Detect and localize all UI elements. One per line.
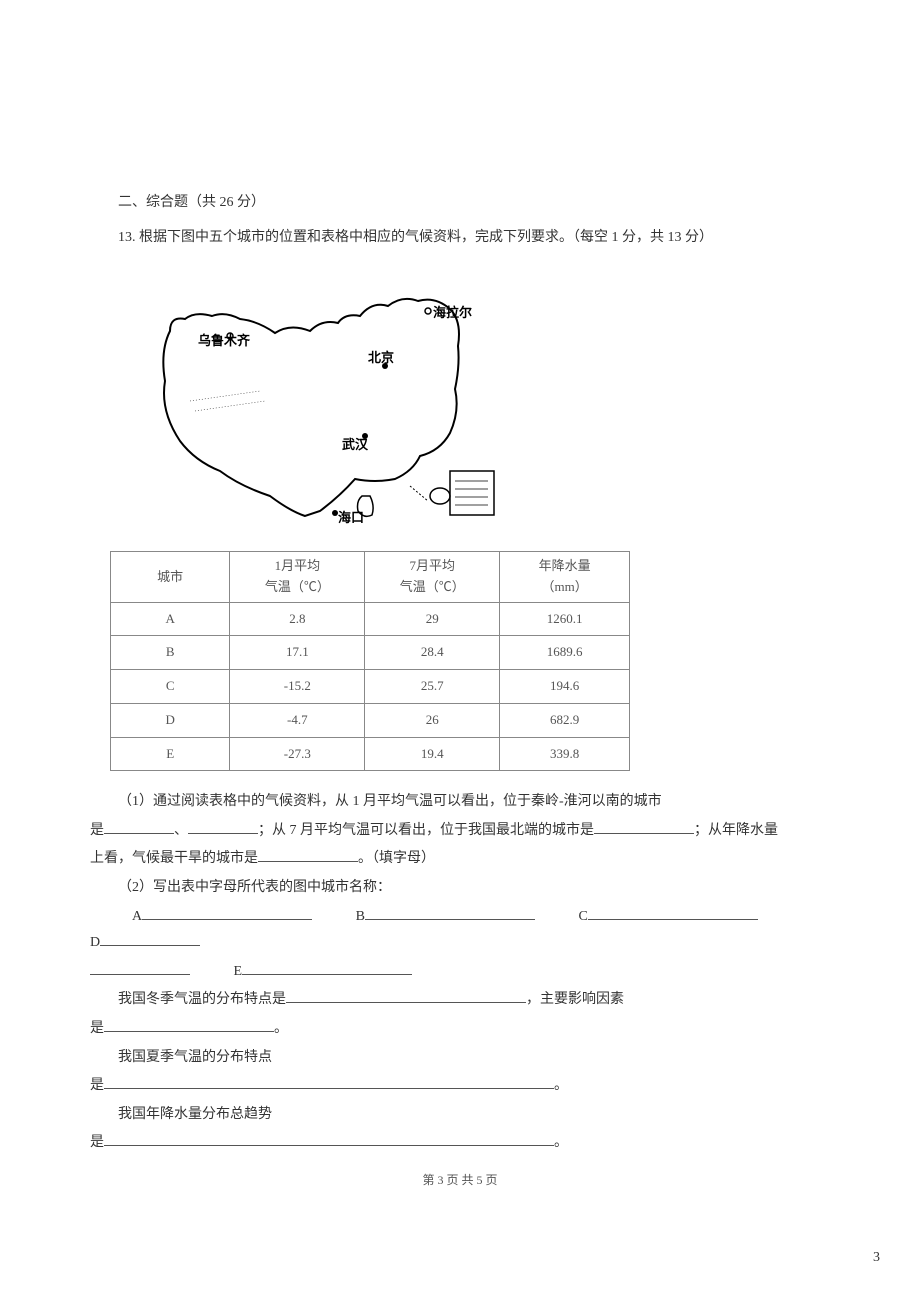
label-beijing: 北京: [368, 346, 394, 371]
table-row: A2.8291260.1: [111, 602, 630, 636]
blank[interactable]: [258, 848, 358, 862]
page-footer: 第 3 页 共 5 页: [0, 1169, 920, 1192]
climate-table: 城市 1月平均气温（℃） 7月平均气温（℃） 年降水量（mm） A2.82912…: [110, 551, 630, 771]
th-jan: 1月平均气温（℃）: [230, 552, 365, 603]
th-city: 城市: [111, 552, 230, 603]
q13-summer-dist: 我国夏季气温的分布特点: [90, 1045, 830, 1072]
table-body: A2.8291260.1 B17.128.41689.6 C-15.225.71…: [111, 602, 630, 770]
china-map-figure: 乌鲁木齐 海拉尔 北京 武汉 海口: [140, 261, 510, 531]
q13-summer-is: 是。: [90, 1073, 830, 1100]
blank[interactable]: [104, 1075, 554, 1089]
blank[interactable]: [104, 820, 174, 834]
label-hailaer: 海拉尔: [433, 301, 472, 326]
th-jul: 7月平均气温（℃）: [365, 552, 500, 603]
blank[interactable]: [286, 989, 526, 1003]
corner-page-number: 3: [873, 1245, 880, 1272]
q13-precip-is: 是。: [90, 1130, 830, 1157]
blank[interactable]: [90, 961, 190, 975]
blank[interactable]: [588, 906, 758, 920]
table-row: B17.128.41689.6: [111, 636, 630, 670]
q13-1-line1: （1）通过阅读表格中的气候资料，从 1 月平均气温可以看出，位于秦岭-淮河以南的…: [90, 789, 830, 816]
blank[interactable]: [594, 820, 694, 834]
q13-2-letters2: E: [90, 959, 830, 986]
q13-precip-trend: 我国年降水量分布总趋势: [90, 1102, 830, 1129]
label-haikou: 海口: [338, 506, 364, 531]
table-row: C-15.225.7194.6: [111, 670, 630, 704]
blank[interactable]: [104, 1018, 274, 1032]
q13-2-head: （2）写出表中字母所代表的图中城市名称：: [90, 875, 830, 902]
blank[interactable]: [104, 1132, 554, 1146]
q13-1-line2: 是、；从 7 月平均气温可以看出，位于我国最北端的城市是；从年降水量: [90, 818, 830, 845]
table-row: E-27.319.4339.8: [111, 737, 630, 771]
blank[interactable]: [365, 906, 535, 920]
label-wulumuqi: 乌鲁木齐: [198, 329, 250, 354]
section-title: 二、综合题（共 26 分）: [90, 190, 830, 217]
blank[interactable]: [188, 820, 258, 834]
q13-2-letters1: A B C D: [90, 904, 830, 957]
q13-winter-dist: 我国冬季气温的分布特点是，主要影响因素: [90, 987, 830, 1014]
q13-1-line3: 上看，气候最干旱的城市是。（填字母）: [90, 846, 830, 873]
blank[interactable]: [242, 961, 412, 975]
label-wuhan: 武汉: [342, 433, 368, 458]
th-precip: 年降水量（mm）: [500, 552, 630, 603]
q13-winter-factor-is: 是。: [90, 1016, 830, 1043]
q13-stem: 13. 根据下图中五个城市的位置和表格中相应的气候资料，完成下列要求。（每空 1…: [90, 225, 830, 252]
blank[interactable]: [100, 932, 200, 946]
blank[interactable]: [142, 906, 312, 920]
table-row: D-4.726682.9: [111, 703, 630, 737]
